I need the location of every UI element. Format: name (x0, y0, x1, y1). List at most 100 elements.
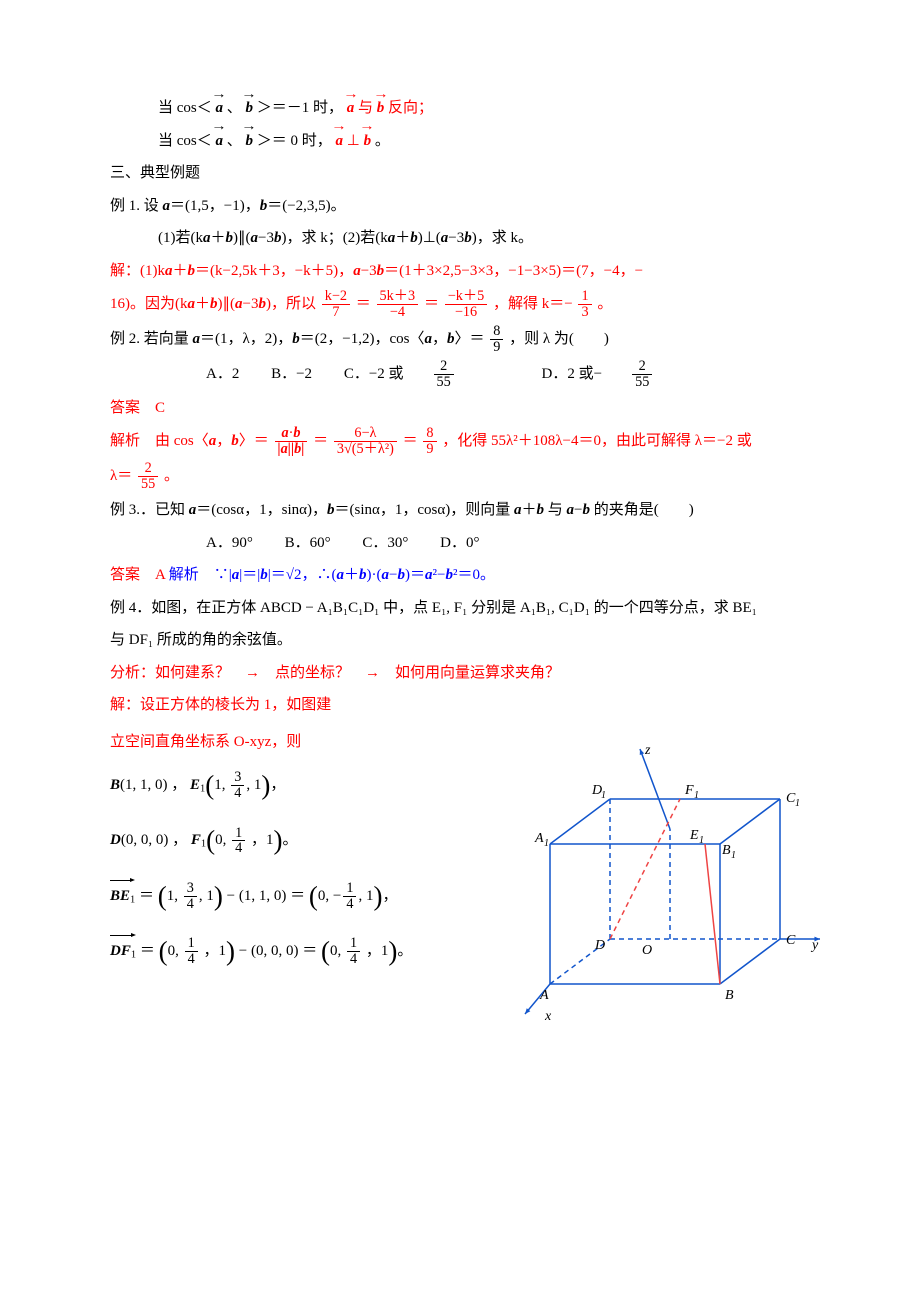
svg-text:1: 1 (699, 835, 704, 846)
num: 6−λ (334, 426, 397, 441)
txt: )＝ (405, 567, 425, 583)
choice-d: D．2 或−255 (542, 359, 709, 390)
pt-e: E (190, 777, 200, 793)
txt: ＋ (195, 296, 210, 312)
svg-text:F: F (684, 783, 694, 798)
txt: ＝ (403, 433, 418, 449)
txt: 解析 ∵| (169, 567, 232, 583)
txt: ＋ (395, 230, 410, 246)
pt-f: F (191, 832, 201, 848)
txt: ＝(−2,3,5)。 (267, 198, 345, 214)
txt: ＋ (211, 230, 226, 246)
ex3-answer: 答案 A 解析 ∵|a|＝|b|＝√2，∴(a＋b)·(a−b)＝a²−b²＝0… (110, 561, 830, 590)
txt: DF (110, 943, 131, 959)
den: 4 (184, 896, 197, 912)
a: a (281, 425, 288, 441)
ex4-points-1: B(1, 1, 0) ， E1((1, 1, 34, 1)， (110, 760, 490, 811)
den: |a||b| (275, 441, 308, 457)
frac: 89 (423, 426, 436, 457)
pt-b: B (110, 777, 120, 793)
txt: λ＝ (110, 468, 132, 484)
txt: C．−2 或 (344, 360, 404, 389)
a: a (235, 296, 243, 312)
b: b (447, 331, 455, 347)
b: b (226, 230, 234, 246)
vec-b: b (246, 127, 254, 156)
frac: 34 (184, 881, 197, 912)
svg-text:C: C (786, 933, 796, 948)
num: 1 (347, 936, 360, 951)
txt: ＞＝－1 时， (257, 100, 343, 116)
txt: ＝(1,5，−1)， (170, 198, 260, 214)
den: 4 (343, 896, 356, 912)
vec-a: a (347, 94, 355, 123)
svg-text:z: z (644, 743, 651, 758)
rparen: ) (373, 881, 382, 911)
b: |b| (291, 441, 304, 457)
txt: ＝ (424, 296, 439, 312)
b: b (582, 502, 590, 518)
ex1-solution-2: 16)。因为(ka＋b)∥(a−3b)，所以 k−27 ＝ 5k＋3−4 ＝ −… (110, 289, 830, 320)
a: a (425, 567, 433, 583)
txt: 当 cos＜ (158, 100, 212, 116)
choice-b: B．−2 (271, 360, 312, 389)
num: 8 (423, 426, 436, 441)
txt: )⊥( (418, 230, 441, 246)
txt: (0, 0, 0) ， (121, 832, 187, 848)
svg-text:B: B (722, 843, 731, 858)
den: 4 (185, 951, 198, 967)
b: b (188, 263, 196, 279)
lparen: ( (205, 770, 214, 800)
num: a·b (275, 426, 308, 441)
txt: 16)。因为(k (110, 296, 188, 312)
choice-a: A．90° (206, 529, 253, 558)
num: k−2 (322, 289, 350, 304)
num: 8 (490, 324, 503, 339)
ex4-vec-df: DF1 ＝ (0, 14 ，1) − (0, 0, 0) ＝ (0, 14 ，1… (110, 926, 490, 977)
lparen: ( (159, 936, 168, 966)
ex2-answer: 答案 C (110, 394, 830, 423)
txt: ， (216, 433, 231, 449)
b: b (293, 425, 300, 441)
txt: )，求 k；(2)若(k (281, 230, 387, 246)
ex3-head: 例 3.．已知 a＝(cosα，1，sinα)，b＝(sinα，1，cosα)，… (110, 496, 830, 525)
txt: ＝(k−2,5k＋3，−k＋5)， (195, 263, 353, 279)
ex2-head: 例 2. 若向量 a＝(1，λ，2)，b＝(2，−1,2)，cos〈a，b〉＝ … (110, 324, 830, 355)
txt: )∥( (233, 230, 251, 246)
txt: −3 (448, 230, 464, 246)
lparen: ( (309, 881, 318, 911)
den: 4 (347, 951, 360, 967)
frac: 255 (632, 359, 680, 390)
txt: |＝| (239, 567, 260, 583)
svg-text:B: B (725, 988, 734, 1003)
svg-text:1: 1 (694, 790, 699, 801)
rparen: ) (274, 825, 283, 855)
ex4-head-2: 与 DF₁ 所成的角的余弦值。 (110, 626, 830, 655)
frac: 89 (490, 324, 503, 355)
top-line-2: 当 cos＜ a 、 b ＞＝ 0 时， a ⊥ b 。 (110, 127, 830, 156)
ex1-head: 例 1. 设 a＝(1,5，−1)，b＝(−2,3,5)。 (110, 192, 830, 221)
num: 1 (185, 936, 198, 951)
txt: ，解得 k＝− (493, 296, 573, 312)
num: 1 (232, 826, 245, 841)
a: a (193, 331, 201, 347)
num: 2 (632, 359, 652, 374)
svg-text:E: E (689, 828, 699, 843)
txt: ²− (433, 567, 446, 583)
txt: )，求 k。 (472, 230, 533, 246)
vec-be1: BE1 (110, 880, 135, 911)
txt: ，化得 55λ²＋108λ−4＝0，由此可解得 λ＝−2 或 (442, 433, 752, 449)
svg-text:1: 1 (544, 838, 549, 849)
txt: )∥( (218, 296, 236, 312)
num: 2 (434, 359, 454, 374)
choice-c: C．−2 或255 (344, 359, 510, 390)
a: a (382, 567, 390, 583)
a: a (353, 263, 361, 279)
txt: ＋ (344, 567, 359, 583)
txt: 、 (227, 100, 242, 116)
ex4-sol-2: 立空间直角坐标系 O-xyz，则 (110, 728, 490, 757)
txt: −3 (258, 230, 274, 246)
sub: 1 (130, 894, 135, 905)
den: 3 (578, 304, 591, 320)
choice-b: B．60° (285, 529, 331, 558)
